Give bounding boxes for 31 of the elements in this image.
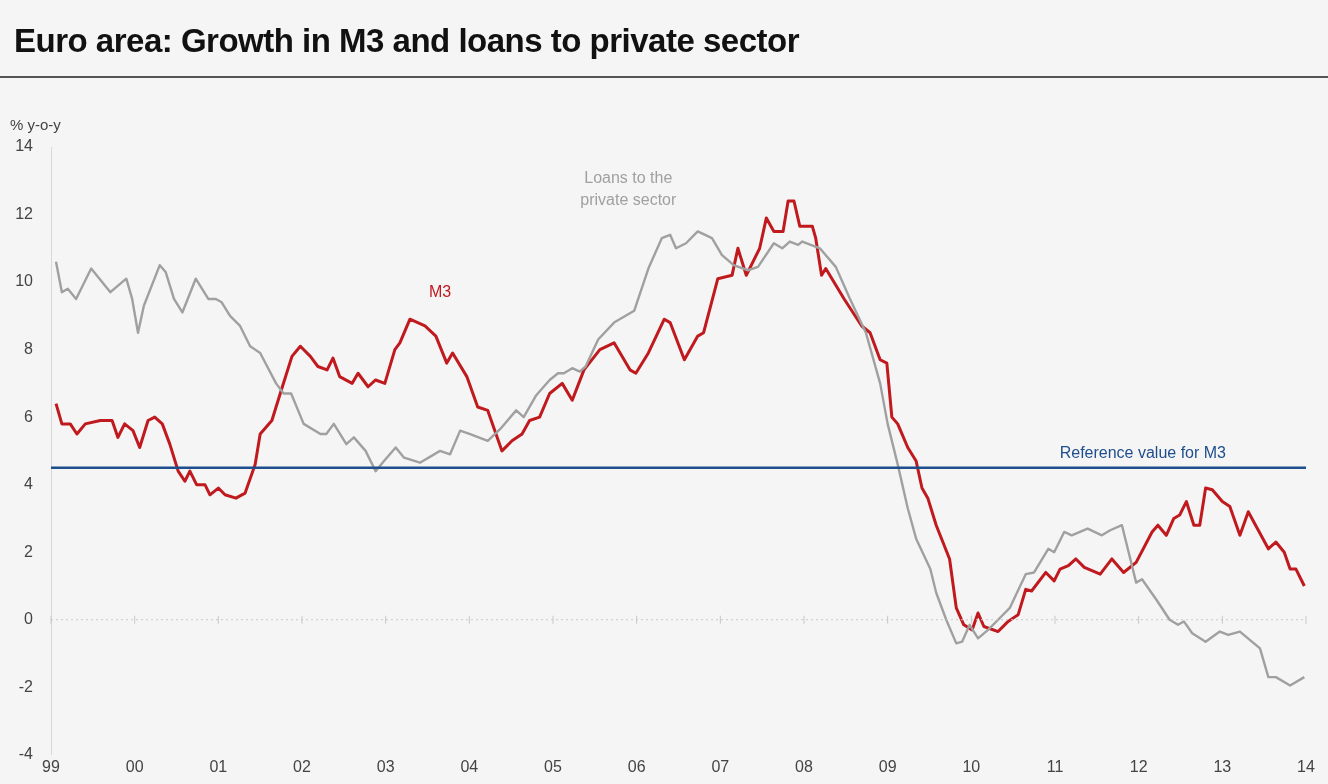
y-tick-label: 4: [24, 475, 34, 493]
x-tick-label: 07: [711, 757, 730, 775]
x-tick-label: 99: [42, 757, 60, 775]
x-tick-label: 14: [1297, 757, 1315, 775]
x-tick-label: 13: [1213, 757, 1232, 775]
y-axis-title: % y-o-y: [10, 115, 62, 133]
ref-line-label: Reference value for M3: [1059, 444, 1227, 462]
series-label: Loans to the private sector: [580, 168, 677, 208]
y-tick-label: 12: [15, 204, 34, 222]
x-tick-label: 08: [795, 757, 813, 775]
y-tick-label: 2: [24, 542, 34, 560]
chart-title: Euro area: Growth in M3 and loans to private sector: [14, 22, 799, 60]
x-tick-label: 03: [376, 757, 395, 775]
series-label: M3: [428, 283, 452, 301]
y-tick-label: 14: [15, 137, 34, 155]
x-tick-label: 10: [962, 757, 981, 775]
x-tick-label: 04: [460, 757, 479, 775]
x-tick-label: 01: [209, 757, 228, 775]
x-tick-label: 05: [544, 757, 562, 775]
x-tick-label: 00: [125, 757, 144, 775]
y-tick-label: -4: [18, 745, 34, 763]
x-tick-label: 09: [878, 757, 897, 775]
x-tick-label: 02: [293, 757, 311, 775]
y-tick-label: 8: [24, 340, 34, 358]
y-tick-label: 6: [24, 407, 34, 425]
x-tick-label: 12: [1129, 757, 1148, 775]
x-tick-label: 11: [1046, 757, 1064, 775]
x-tick-label: 06: [627, 757, 646, 775]
y-tick-label: 10: [15, 272, 34, 290]
y-tick-label: -2: [18, 677, 34, 695]
y-tick-label: 0: [24, 610, 34, 628]
